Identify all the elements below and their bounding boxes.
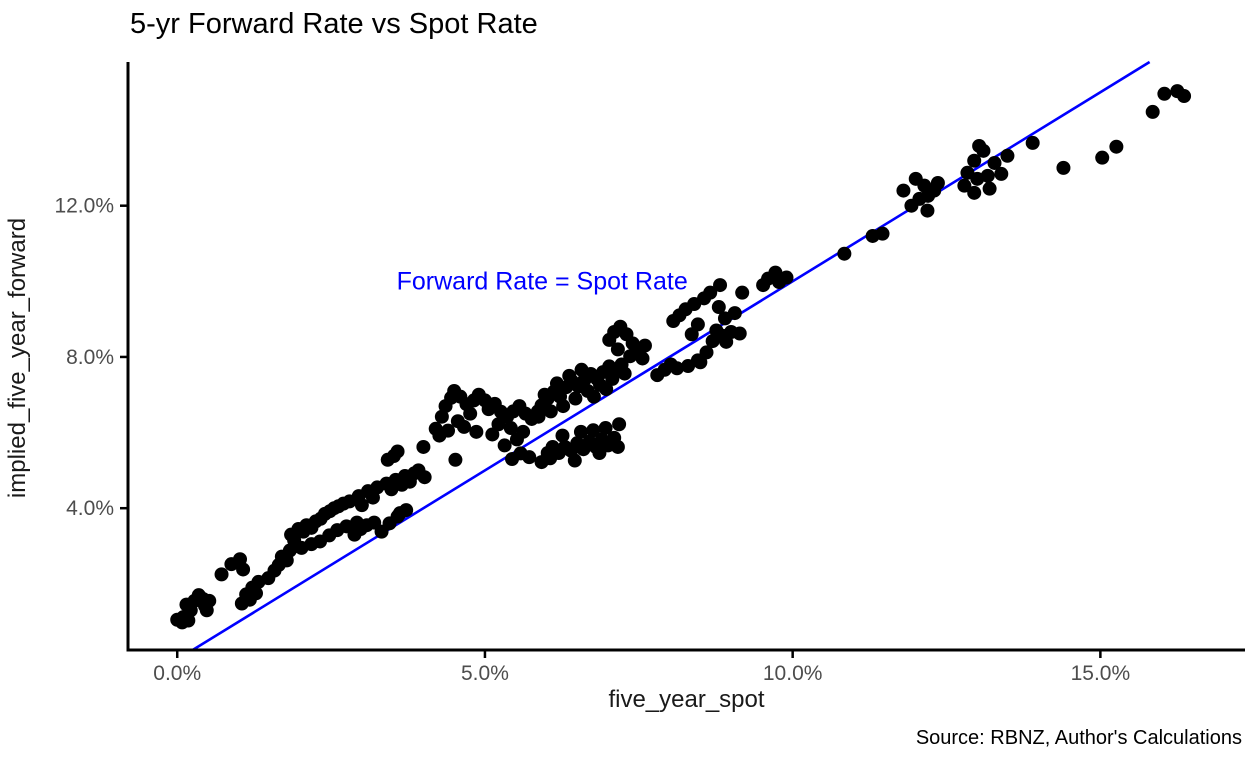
data-point [1000, 148, 1015, 163]
data-point [540, 445, 555, 460]
x-tick-label: 5.0% [461, 662, 509, 685]
data-point [555, 428, 570, 443]
data-point [509, 432, 524, 447]
data-point [896, 183, 911, 198]
data-point [497, 438, 512, 453]
data-point [466, 393, 481, 408]
data-point [574, 362, 589, 377]
data-point [735, 285, 750, 300]
data-point [214, 567, 229, 582]
data-point [875, 226, 890, 241]
data-point [1025, 135, 1040, 150]
data-point [610, 439, 625, 454]
data-point [1095, 150, 1110, 165]
data-point [727, 306, 742, 321]
data-point [432, 428, 447, 443]
data-point [417, 470, 432, 485]
x-axis-title: five_year_spot [608, 686, 765, 713]
data-point [197, 598, 212, 613]
data-point [987, 155, 1002, 170]
data-point [549, 376, 564, 391]
data-point [719, 334, 734, 349]
data-point [249, 586, 264, 601]
x-tick-label: 10.0% [763, 662, 823, 685]
data-point [434, 409, 449, 424]
data-point [586, 423, 601, 438]
y-tick-label: 4.0% [66, 497, 114, 520]
data-point [416, 439, 431, 454]
y-tick-label: 8.0% [66, 346, 114, 369]
data-point [1177, 89, 1192, 104]
data-point [586, 389, 601, 404]
data-point [1109, 139, 1124, 154]
data-point [384, 482, 399, 497]
data-point [562, 368, 577, 383]
data-point [690, 353, 705, 368]
data-point [994, 166, 1009, 181]
data-point [448, 452, 463, 467]
data-point [1145, 104, 1160, 119]
data-point [236, 562, 251, 577]
data-point [617, 366, 632, 381]
data-point [598, 421, 613, 436]
data-point [635, 351, 650, 366]
data-point [567, 453, 582, 468]
data-point [543, 404, 558, 419]
data-point [713, 278, 728, 293]
data-point [402, 474, 417, 489]
data-point [279, 553, 294, 568]
data-point [469, 424, 484, 439]
data-point [556, 399, 571, 414]
data-point [980, 168, 995, 183]
data-point [732, 326, 747, 341]
data-point [365, 490, 380, 505]
data-point [537, 387, 552, 402]
data-point [386, 449, 401, 464]
data-point [354, 498, 369, 513]
data-point [457, 419, 472, 434]
data-point [982, 181, 997, 196]
data-point [349, 515, 364, 530]
data-point [711, 300, 726, 315]
data-point [531, 409, 546, 424]
data-point [684, 327, 699, 342]
identity-line-label: Forward Rate = Spot Rate [396, 267, 688, 296]
data-point [491, 417, 506, 432]
x-tick-label: 15.0% [1071, 662, 1131, 685]
data-point [399, 503, 414, 518]
data-point [637, 338, 652, 353]
data-point [669, 361, 684, 376]
data-point [930, 176, 945, 191]
data-point [592, 445, 607, 460]
data-point [313, 511, 328, 526]
data-point [703, 285, 718, 300]
chart-title: 5-yr Forward Rate vs Spot Rate [130, 8, 538, 40]
data-point [605, 371, 620, 386]
data-point [967, 153, 982, 168]
data-point [304, 520, 319, 535]
data-point [522, 450, 537, 465]
source-caption: Source: RBNZ, Author's Calculations [915, 727, 1242, 749]
x-tick-label: 0.0% [153, 662, 201, 685]
data-point [485, 427, 500, 442]
data-point [957, 178, 972, 193]
data-point [463, 406, 478, 421]
data-point [967, 185, 982, 200]
data-point [573, 424, 588, 439]
y-tick-label: 12.0% [54, 195, 114, 218]
data-point [779, 270, 794, 285]
data-point [612, 417, 627, 432]
data-point [610, 342, 625, 357]
data-point [920, 203, 935, 218]
data-point [1056, 160, 1071, 175]
data-point [976, 143, 991, 158]
data-point [1157, 86, 1172, 101]
data-point [599, 382, 614, 397]
data-point [837, 246, 852, 261]
data-point [503, 421, 518, 436]
data-point [568, 391, 583, 406]
